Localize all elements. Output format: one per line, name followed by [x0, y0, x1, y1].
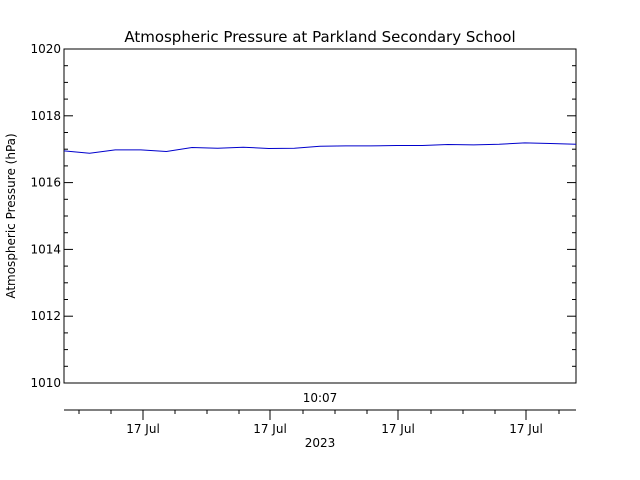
- x-tick-label: 17 Jul: [381, 422, 415, 436]
- x-tick-label: 17 Jul: [126, 422, 160, 436]
- y-tick-label: 1012: [30, 309, 61, 323]
- time-label: 10:07: [303, 391, 338, 405]
- x-tick-label: 17 Jul: [509, 422, 543, 436]
- pressure-series-line: [63, 142, 577, 154]
- year-label: 2023: [305, 436, 336, 450]
- y-tick-label: 1016: [30, 176, 61, 190]
- y-tick-label: 1014: [30, 242, 61, 256]
- y-tick-label: 1018: [30, 109, 61, 123]
- plot-frame: [63, 48, 577, 384]
- y-axis: 1010 1012 1014 1016 1018 1020: [30, 42, 576, 390]
- chart-title: Atmospheric Pressure at Parkland Seconda…: [124, 28, 515, 46]
- y-tick-label: 1020: [30, 42, 61, 56]
- x-tick-label: 17 Jul: [253, 422, 287, 436]
- y-tick-label: 1010: [30, 376, 61, 390]
- y-axis-label: Atmospheric Pressure (hPa): [4, 133, 18, 298]
- x-axis: 17 Jul 17 Jul 17 Jul 17 Jul: [78, 410, 560, 436]
